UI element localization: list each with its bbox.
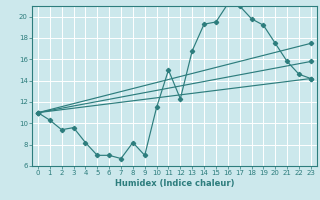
X-axis label: Humidex (Indice chaleur): Humidex (Indice chaleur) [115, 179, 234, 188]
